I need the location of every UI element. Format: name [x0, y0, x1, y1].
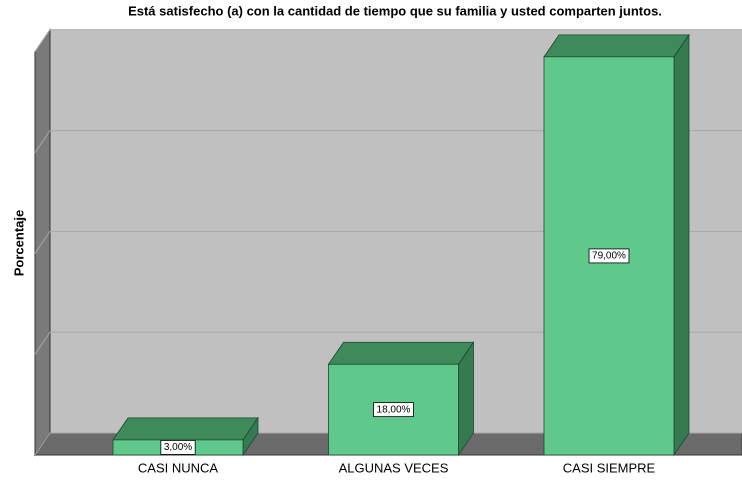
bar — [327, 340, 475, 457]
bar — [543, 33, 690, 457]
bar-top — [327, 341, 475, 365]
value-label-box — [373, 402, 414, 418]
grid-line — [34, 230, 742, 254]
value-label: 18,00% — [377, 404, 411, 415]
grid-line — [34, 29, 742, 53]
grid-line — [34, 331, 742, 355]
chart-title: Está satisfecho (a) con la cantidad de t… — [128, 3, 662, 18]
value-label: 3,00% — [164, 442, 192, 453]
bar-front — [328, 363, 459, 456]
bar-side — [673, 33, 690, 457]
bar — [112, 416, 259, 457]
y-axis-label: Porcentaje — [11, 210, 26, 276]
x-tick-label: ALGUNAS VECES — [339, 460, 449, 475]
value-label-box — [588, 248, 630, 264]
grid-line — [34, 432, 742, 456]
x-tick-label: CASI NUNCA — [138, 460, 219, 475]
value-label: 79,00% — [592, 251, 626, 262]
grid-line — [34, 130, 742, 153]
bar-top — [112, 417, 259, 441]
x-tick-label: CASI SIEMPRE — [563, 460, 656, 475]
value-label-box — [160, 440, 196, 455]
bar-top — [543, 34, 690, 58]
